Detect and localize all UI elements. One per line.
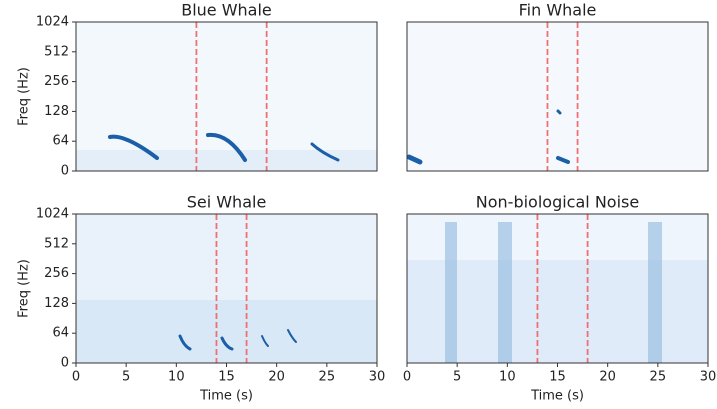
- x-axis-label: Time (s): [530, 389, 584, 404]
- y-tick-label: 1024: [36, 207, 69, 222]
- y-tick-label: 128: [44, 104, 69, 119]
- x-tick-label: 20: [599, 370, 616, 385]
- x-tick-label: 10: [168, 370, 185, 385]
- y-axis-label: Freq (Hz): [17, 67, 32, 126]
- y-tick-label: 512: [44, 236, 69, 251]
- x-tick-label: 25: [650, 370, 667, 385]
- x-tick-label: 20: [268, 370, 285, 385]
- x-tick-label: 5: [122, 370, 130, 385]
- panel-title: Blue Whale: [181, 1, 272, 20]
- spectrogram-texture: [76, 22, 708, 363]
- y-tick-label: 256: [44, 266, 69, 281]
- axes-frame: [75, 21, 378, 172]
- x-tick-label: 15: [549, 370, 566, 385]
- y-tick-label: 64: [52, 134, 69, 149]
- x-tick-label: 15: [218, 370, 235, 385]
- x-tick-label: 5: [453, 370, 461, 385]
- panel-title: Non-biological Noise: [476, 193, 639, 212]
- x-tick-label: 0: [72, 370, 80, 385]
- axes-frame: [406, 21, 709, 172]
- y-tick-label: 512: [44, 44, 69, 59]
- x-tick-label: 30: [369, 370, 386, 385]
- x-tick-label: 0: [403, 370, 411, 385]
- y-tick-label: 256: [44, 74, 69, 89]
- y-tick-label: 1024: [36, 15, 69, 30]
- y-tick-label: 0: [61, 164, 69, 179]
- y-tick-label: 0: [61, 356, 69, 371]
- x-tick-label: 25: [319, 370, 336, 385]
- y-tick-label: 64: [52, 326, 69, 341]
- x-tick-label: 10: [499, 370, 516, 385]
- y-axis-label: Freq (Hz): [17, 259, 32, 318]
- x-tick-label: 30: [700, 370, 717, 385]
- y-tick-label: 128: [44, 296, 69, 311]
- panel-title: Fin Whale: [519, 1, 597, 20]
- panel-title: Sei Whale: [187, 193, 267, 212]
- x-axis-label: Time (s): [199, 389, 253, 404]
